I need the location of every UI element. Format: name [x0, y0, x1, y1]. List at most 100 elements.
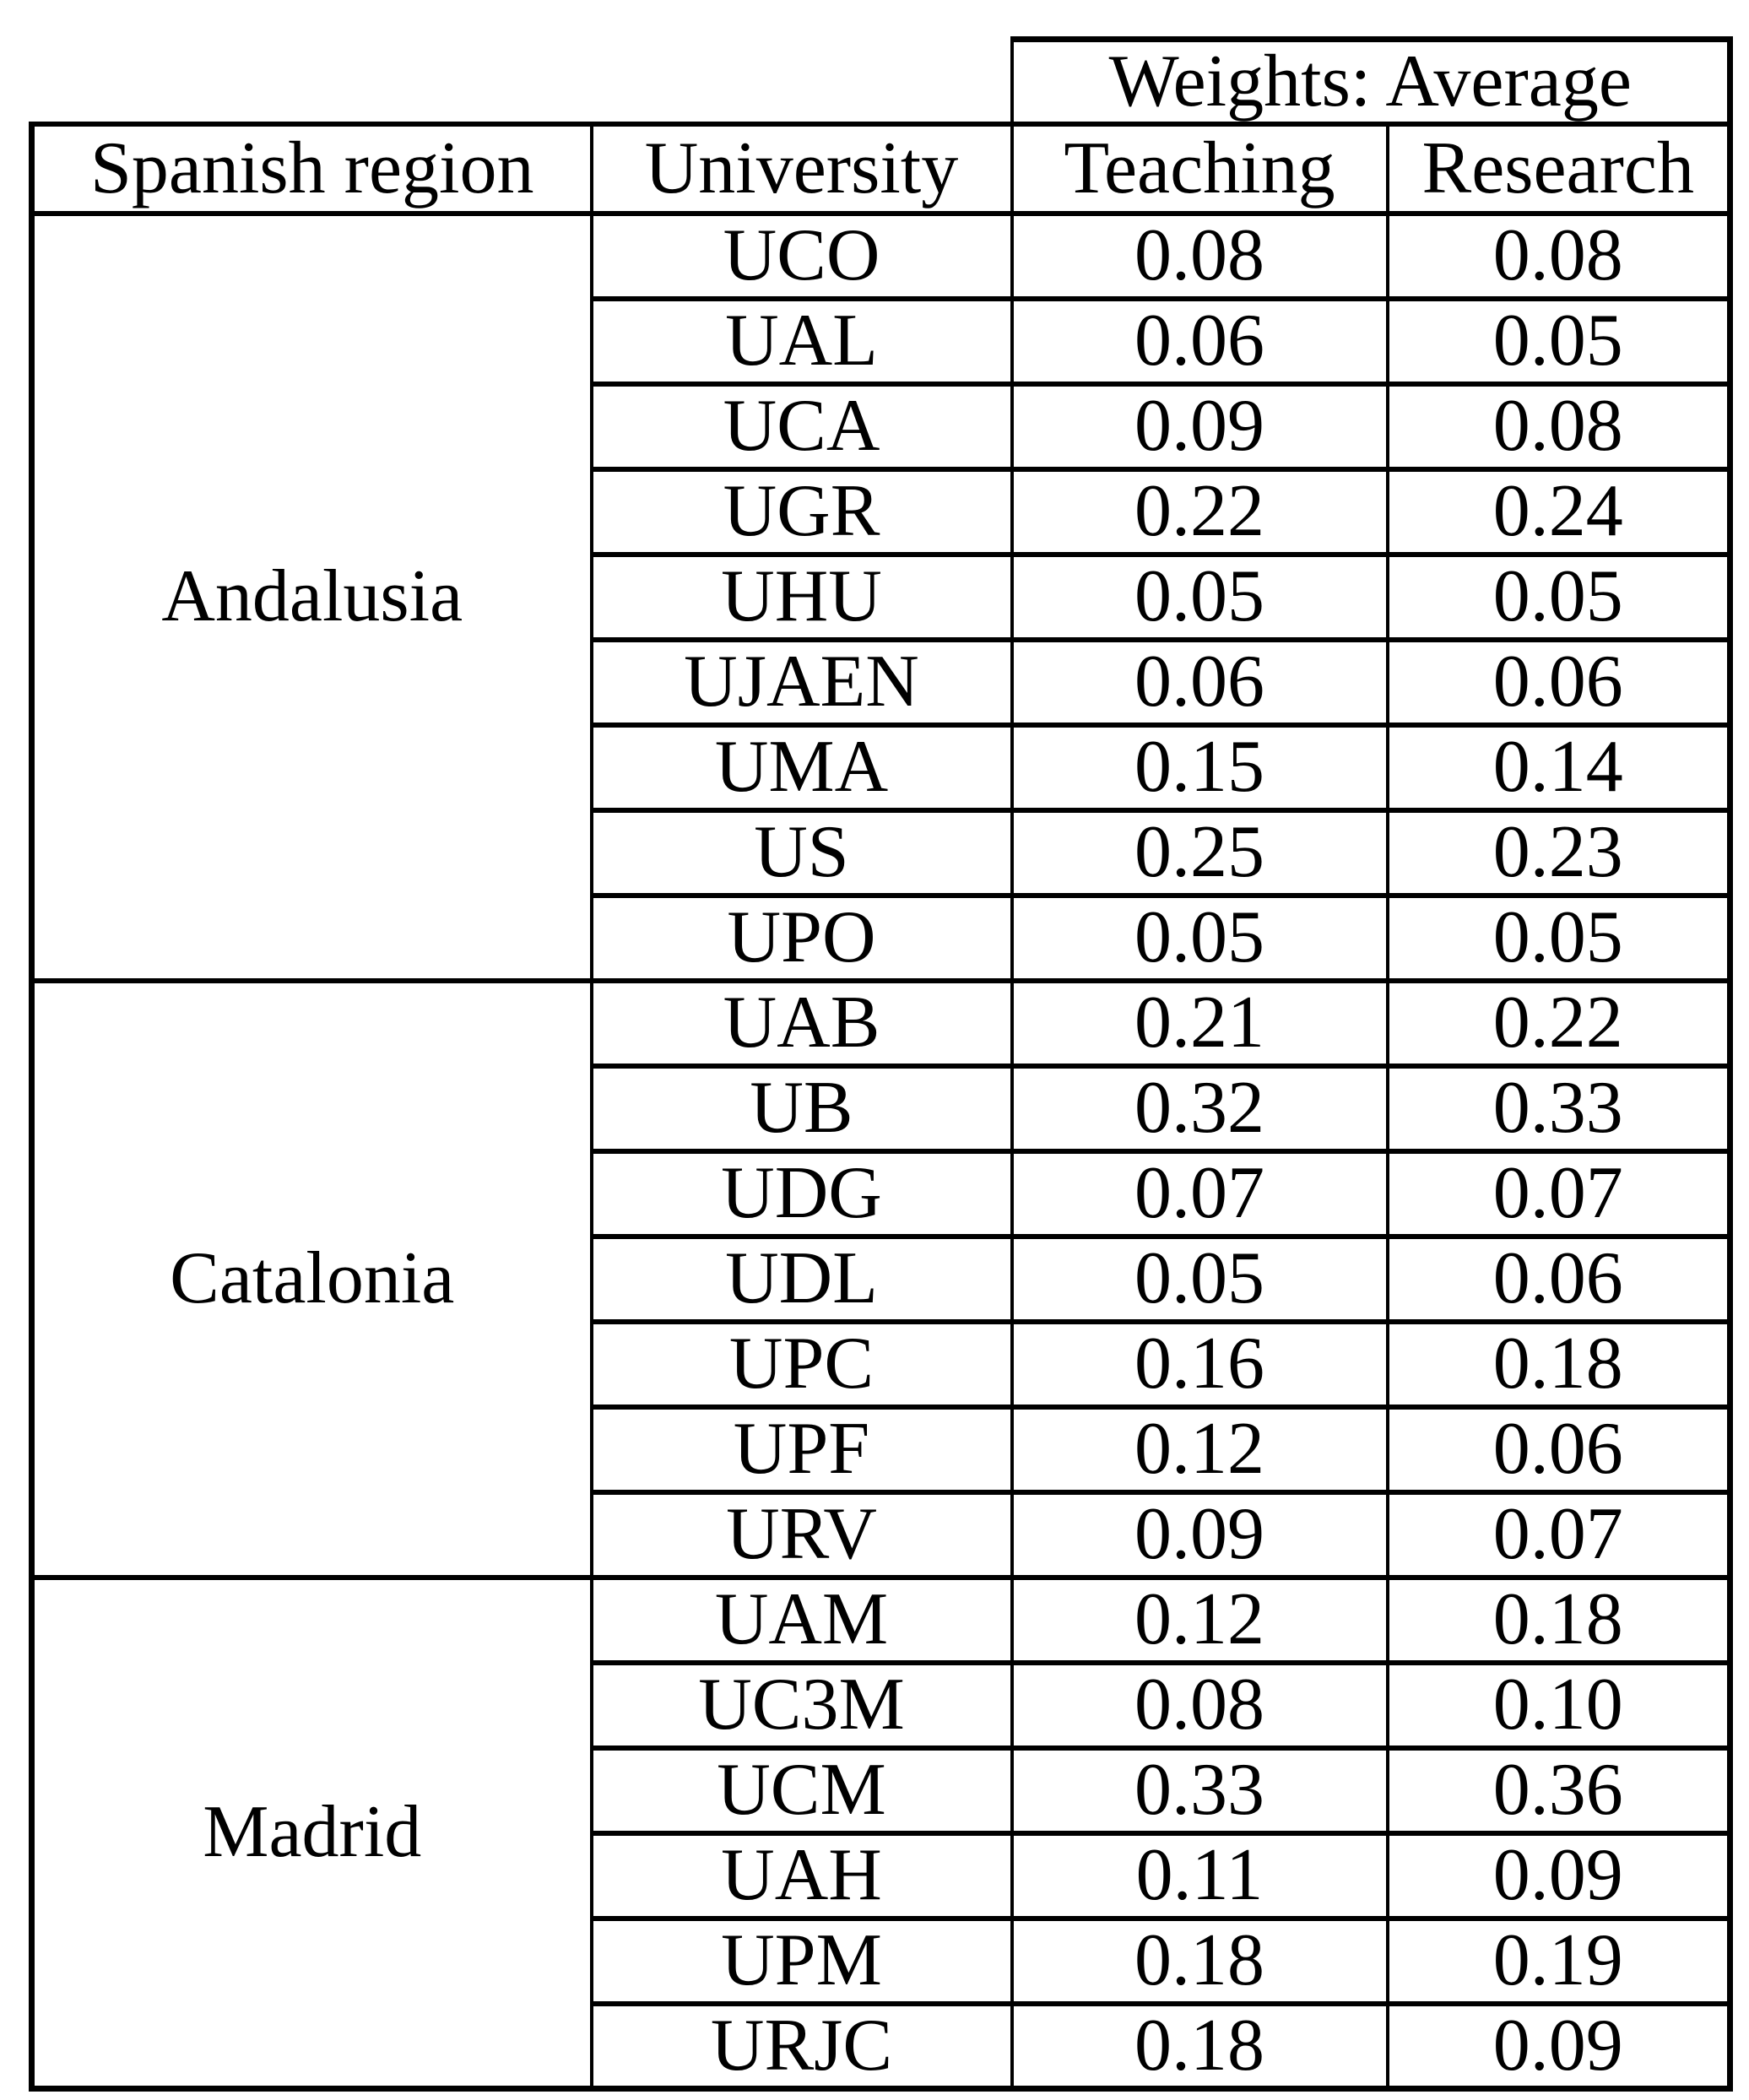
research-cell: 0.06: [1385, 636, 1732, 728]
table-row: Andalusia UCO 0.08 0.08: [30, 210, 1732, 983]
research-cell: 0.05: [1385, 551, 1732, 642]
teaching-cell: 0.15: [1010, 722, 1389, 813]
research-cell: 0.08: [1385, 210, 1732, 301]
table-row: UJAEN 0.06 0.06: [32, 636, 1732, 728]
weights-average-header: Weights: Average: [1010, 36, 1732, 127]
university-cell: UGR: [589, 466, 1014, 557]
university-cell: US: [589, 807, 1014, 898]
university-cell: UPM: [589, 1915, 1014, 2006]
research-cell: 0.05: [1385, 295, 1732, 387]
table-row: URJC 0.18 0.09: [32, 2000, 1732, 2092]
teaching-cell: 0.25: [1010, 807, 1389, 898]
table-row: URV 0.09 0.07: [32, 1489, 1732, 1580]
university-cell: UC3M: [589, 1659, 1014, 1751]
teaching-cell: 0.05: [1010, 551, 1389, 642]
table-row: UHU 0.05 0.05: [32, 551, 1732, 642]
teaching-cell: 0.12: [1010, 1404, 1389, 1495]
column-header-research: Research: [1385, 121, 1732, 216]
table-row: UGR 0.22 0.24: [32, 466, 1732, 557]
research-cell: 0.24: [1385, 466, 1732, 557]
teaching-cell: 0.33: [1010, 1745, 1389, 1836]
teaching-cell: 0.21: [1010, 977, 1389, 1069]
research-cell: 0.09: [1385, 1830, 1732, 1921]
teaching-cell: 0.06: [1010, 295, 1389, 387]
university-cell: UB: [589, 1063, 1014, 1154]
research-cell: 0.07: [1385, 1489, 1732, 1580]
weights-average-row: Weights: Average: [31, 36, 1732, 127]
university-cell: URV: [589, 1489, 1014, 1580]
research-cell: 0.14: [1385, 722, 1732, 813]
university-cell: UCM: [589, 1745, 1014, 1836]
university-cell: UMA: [589, 722, 1014, 813]
table-row: US 0.25 0.23: [32, 807, 1732, 898]
table-row: UCM 0.33 0.36: [32, 1745, 1732, 1836]
table-body: Andalusia UCO 0.08 0.08 UAL 0.06 0.05 UCA 0.09 0.…: [30, 210, 1732, 2092]
table-row: UAH 0.11 0.09: [32, 1830, 1732, 1921]
research-cell: 0.33: [1385, 1063, 1732, 1154]
teaching-cell: 0.18: [1010, 2000, 1389, 2092]
university-cell: UPC: [589, 1318, 1014, 1410]
research-cell: 0.05: [1385, 892, 1732, 983]
table-row: UDL 0.05 0.06: [32, 1233, 1732, 1324]
teaching-cell: 0.06: [1010, 636, 1389, 728]
teaching-cell: 0.11: [1010, 1830, 1389, 1921]
region-cell: Madrid: [30, 1574, 593, 2092]
research-cell: 0.06: [1385, 1404, 1732, 1495]
research-cell: 0.36: [1385, 1745, 1732, 1836]
research-cell: 0.07: [1385, 1148, 1732, 1239]
university-cell: UAB: [589, 977, 1014, 1069]
teaching-cell: 0.09: [1010, 381, 1389, 472]
table-row: UDG 0.07 0.07: [32, 1148, 1732, 1239]
region-cell: Andalusia: [30, 210, 593, 983]
column-header-teaching: Teaching: [1010, 121, 1389, 216]
teaching-cell: 0.22: [1010, 466, 1389, 557]
teaching-cell: 0.18: [1010, 1915, 1389, 2006]
teaching-cell: 0.05: [1010, 892, 1389, 983]
university-cell: UDL: [589, 1233, 1014, 1324]
table-row: UCA 0.09 0.08: [32, 381, 1732, 472]
teaching-cell: 0.12: [1010, 1574, 1389, 1665]
university-weights-table: Weights: Average Spanish region Universi…: [29, 36, 1733, 2092]
research-cell: 0.18: [1385, 1574, 1732, 1665]
research-cell: 0.06: [1385, 1233, 1732, 1324]
research-cell: 0.10: [1385, 1659, 1732, 1751]
research-cell: 0.08: [1385, 381, 1732, 472]
research-cell: 0.09: [1385, 2000, 1732, 2092]
research-cell: 0.23: [1385, 807, 1732, 898]
teaching-cell: 0.09: [1010, 1489, 1389, 1580]
university-cell: UPO: [589, 892, 1014, 983]
research-cell: 0.22: [1385, 977, 1732, 1069]
table-row: UAL 0.06 0.05: [32, 295, 1732, 387]
column-header-university: University: [589, 121, 1014, 216]
blank-corner-cell: [31, 39, 1012, 127]
university-cell: UJAEN: [589, 636, 1014, 728]
teaching-cell: 0.16: [1010, 1318, 1389, 1410]
university-cell: UPF: [589, 1404, 1014, 1495]
university-cell: UHU: [589, 551, 1014, 642]
university-cell: UCO: [589, 210, 1014, 301]
university-cell: UCA: [589, 381, 1014, 472]
table-row: UPF 0.12 0.06: [32, 1404, 1732, 1495]
table-row: UPC 0.16 0.18: [32, 1318, 1732, 1410]
teaching-cell: 0.08: [1010, 210, 1389, 301]
teaching-cell: 0.05: [1010, 1233, 1389, 1324]
table-row: Madrid UAM 0.12 0.18: [30, 1574, 1732, 2092]
research-cell: 0.19: [1385, 1915, 1732, 2006]
university-cell: UAL: [589, 295, 1014, 387]
university-cell: URJC: [589, 2000, 1014, 2092]
teaching-cell: 0.32: [1010, 1063, 1389, 1154]
region-cell: Catalonia: [30, 977, 593, 1580]
table-row: UC3M 0.08 0.10: [32, 1659, 1732, 1751]
research-cell: 0.18: [1385, 1318, 1732, 1410]
table-row: UB 0.32 0.33: [32, 1063, 1732, 1154]
table-row: UPO 0.05 0.05: [32, 892, 1732, 983]
university-cell: UAM: [589, 1574, 1014, 1665]
university-cell: UDG: [589, 1148, 1014, 1239]
column-header-row: Spanish region University Teaching Resea…: [30, 121, 1732, 216]
teaching-cell: 0.08: [1010, 1659, 1389, 1751]
teaching-cell: 0.07: [1010, 1148, 1389, 1239]
table-row: Catalonia UAB 0.21 0.22: [30, 977, 1732, 1580]
university-cell: UAH: [589, 1830, 1014, 1921]
table-row: UPM 0.18 0.19: [32, 1915, 1732, 2006]
column-header-spanish-region: Spanish region: [30, 121, 593, 216]
